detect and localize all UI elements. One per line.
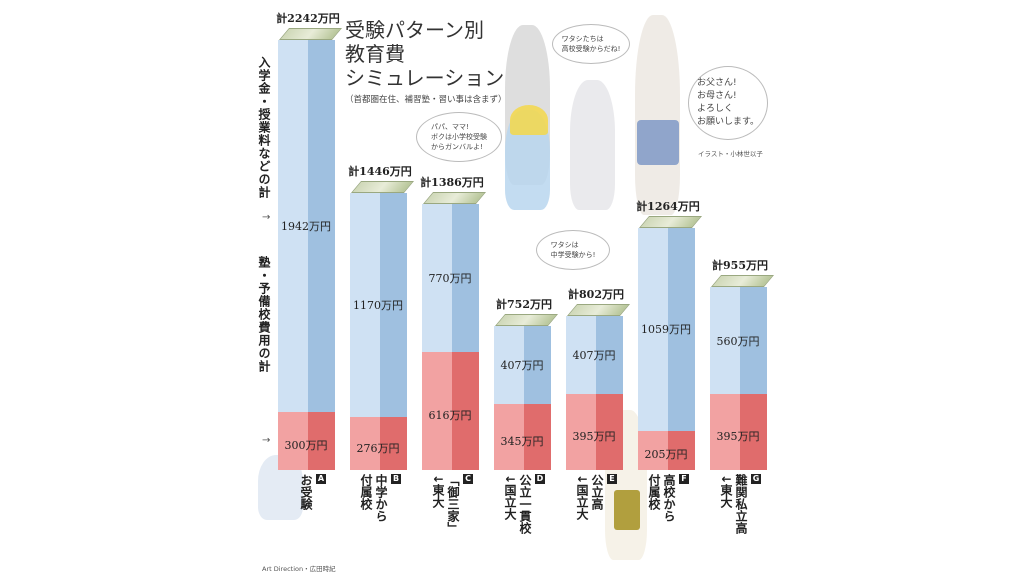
money-stack-icon <box>494 313 559 326</box>
bar-cram-value: 345万円 <box>500 434 544 448</box>
money-stack-icon <box>422 192 487 205</box>
bar-total-label: 計955万円 <box>712 258 768 272</box>
bar-tuition-front <box>278 40 308 413</box>
speech-bubble-boy: パパ、ママ! ボクは小学校受験 からガンバルよ! <box>416 112 502 162</box>
category-letter-badge: D <box>535 474 545 484</box>
money-stack-icon <box>350 180 415 193</box>
bar-tuition-side <box>308 40 335 413</box>
bar-tuition-value: 407万円 <box>500 358 544 372</box>
bar-cram-front <box>566 394 596 470</box>
bar-total-label: 計752万円 <box>496 297 552 311</box>
bar-tuition-side <box>452 204 479 352</box>
category-letter-badge: A <box>316 474 326 484</box>
bar-cram-value: 300万円 <box>284 439 328 453</box>
title-line: 受験パターン別 <box>345 18 484 42</box>
category-text: 高校から 付属校 <box>647 474 676 522</box>
category-letter-badge: F <box>679 474 689 484</box>
bar-cram-front <box>710 394 740 470</box>
bar-tuition-side <box>380 192 407 418</box>
tuition-arrow: → <box>262 212 271 223</box>
bar-cram-side <box>740 394 767 470</box>
bar-cram-value: 276万円 <box>356 441 400 455</box>
category-label: G 難関私立高 ↓東大 <box>718 474 763 534</box>
category-text: 公立高 ↓国立大 <box>575 474 604 521</box>
category-letter-badge: B <box>391 474 401 484</box>
category-label: B 中学から 付属校 <box>358 474 403 522</box>
bar-tuition-side <box>524 325 551 404</box>
category-label: F 高校から 付属校 <box>646 474 691 522</box>
bar-tuition-front <box>566 316 596 395</box>
bar-cram-front <box>350 417 380 470</box>
bar-tuition-side <box>668 227 695 431</box>
speech-bubble-middle: ワタシは 中学受験から! <box>536 230 610 270</box>
bar-cram-side <box>380 417 407 470</box>
high-girl-illustration <box>635 15 680 215</box>
bar-cram-side <box>524 403 551 470</box>
bar-total-label: 計802万円 <box>568 288 624 302</box>
bar-tuition-value: 1942万円 <box>281 220 331 234</box>
subtitle: （首都圏在住、補習塾・習い事は含まず） <box>345 95 507 105</box>
money-stack-icon <box>710 274 775 287</box>
category-text: 中学から 付属校 <box>359 474 388 522</box>
money-stack-icon <box>638 215 703 228</box>
money-stack-icon <box>278 28 343 40</box>
bar-tuition-front <box>422 204 452 352</box>
bar-tuition-front <box>638 227 668 431</box>
yellow-hat-illustration <box>510 105 548 135</box>
bar-tuition-value: 1170万円 <box>353 298 403 312</box>
category-text: 公立一貫校 ↓国立大 <box>503 474 532 534</box>
bar-cram-front <box>422 351 452 470</box>
middle-girl-illustration <box>570 80 615 210</box>
bar-tuition-side <box>740 286 767 395</box>
category-label: D 公立一貫校 ↓国立大 <box>502 474 547 534</box>
illustration-credit: イラスト・小林世以子 <box>698 150 763 158</box>
category-letter-badge: C <box>463 474 473 484</box>
category-letter-badge: G <box>751 474 761 484</box>
bar-total-label: 計2242万円 <box>276 12 340 25</box>
bar-tuition-value: 1059万円 <box>641 323 691 337</box>
title-line: 教育費 <box>345 42 405 66</box>
cram-arrow: → <box>262 435 271 446</box>
bar-tuition-value: 560万円 <box>716 334 760 348</box>
bar-tuition-front <box>350 192 380 418</box>
cram-axis-label: 塾・予備校費用の計 <box>257 256 271 373</box>
chart-title: 受験パターン別 教育費 シミュレーション <box>345 18 504 90</box>
category-text: 「御三家」 ↓東大 <box>431 474 460 534</box>
bar-tuition-front <box>494 325 524 404</box>
bar-cram-value: 395万円 <box>716 430 760 444</box>
bar-tuition-side <box>596 316 623 395</box>
speech-bubble-girl: お父さん! お母さん! よろしく お願いします。 <box>688 66 768 140</box>
category-text: 難関私立高 ↓東大 <box>719 474 748 534</box>
bar-cram-value: 616万円 <box>428 408 472 422</box>
bar-cram-front <box>494 403 524 470</box>
art-direction-credit: Art Direction・広田時紀 <box>262 565 336 573</box>
mother-illustration <box>605 410 647 560</box>
title-line: シミュレーション <box>345 66 505 90</box>
mother-skirt-illustration <box>614 490 640 530</box>
bar-cram-side <box>452 351 479 470</box>
bar-cram-side <box>308 412 335 470</box>
grandfather-illustration <box>258 455 303 520</box>
speech-bubble-high: ワタシたちは 高校受験からだね! <box>552 24 630 64</box>
tuition-axis-label: 入学金・授業料などの計 <box>257 56 271 199</box>
skirt-illustration <box>637 120 679 165</box>
money-stack-icon <box>566 304 631 317</box>
bar-tuition-value: 407万円 <box>572 349 616 363</box>
bar-cram-side <box>668 430 695 470</box>
bar-cram-value: 205万円 <box>644 448 688 462</box>
bar-total-label: 計1386万円 <box>420 176 484 190</box>
bar-tuition-front <box>710 286 740 395</box>
category-label: C 「御三家」 ↓東大 <box>430 474 475 534</box>
bar-total-label: 計1446万円 <box>348 164 412 178</box>
bar-tuition-value: 770万円 <box>428 272 472 285</box>
